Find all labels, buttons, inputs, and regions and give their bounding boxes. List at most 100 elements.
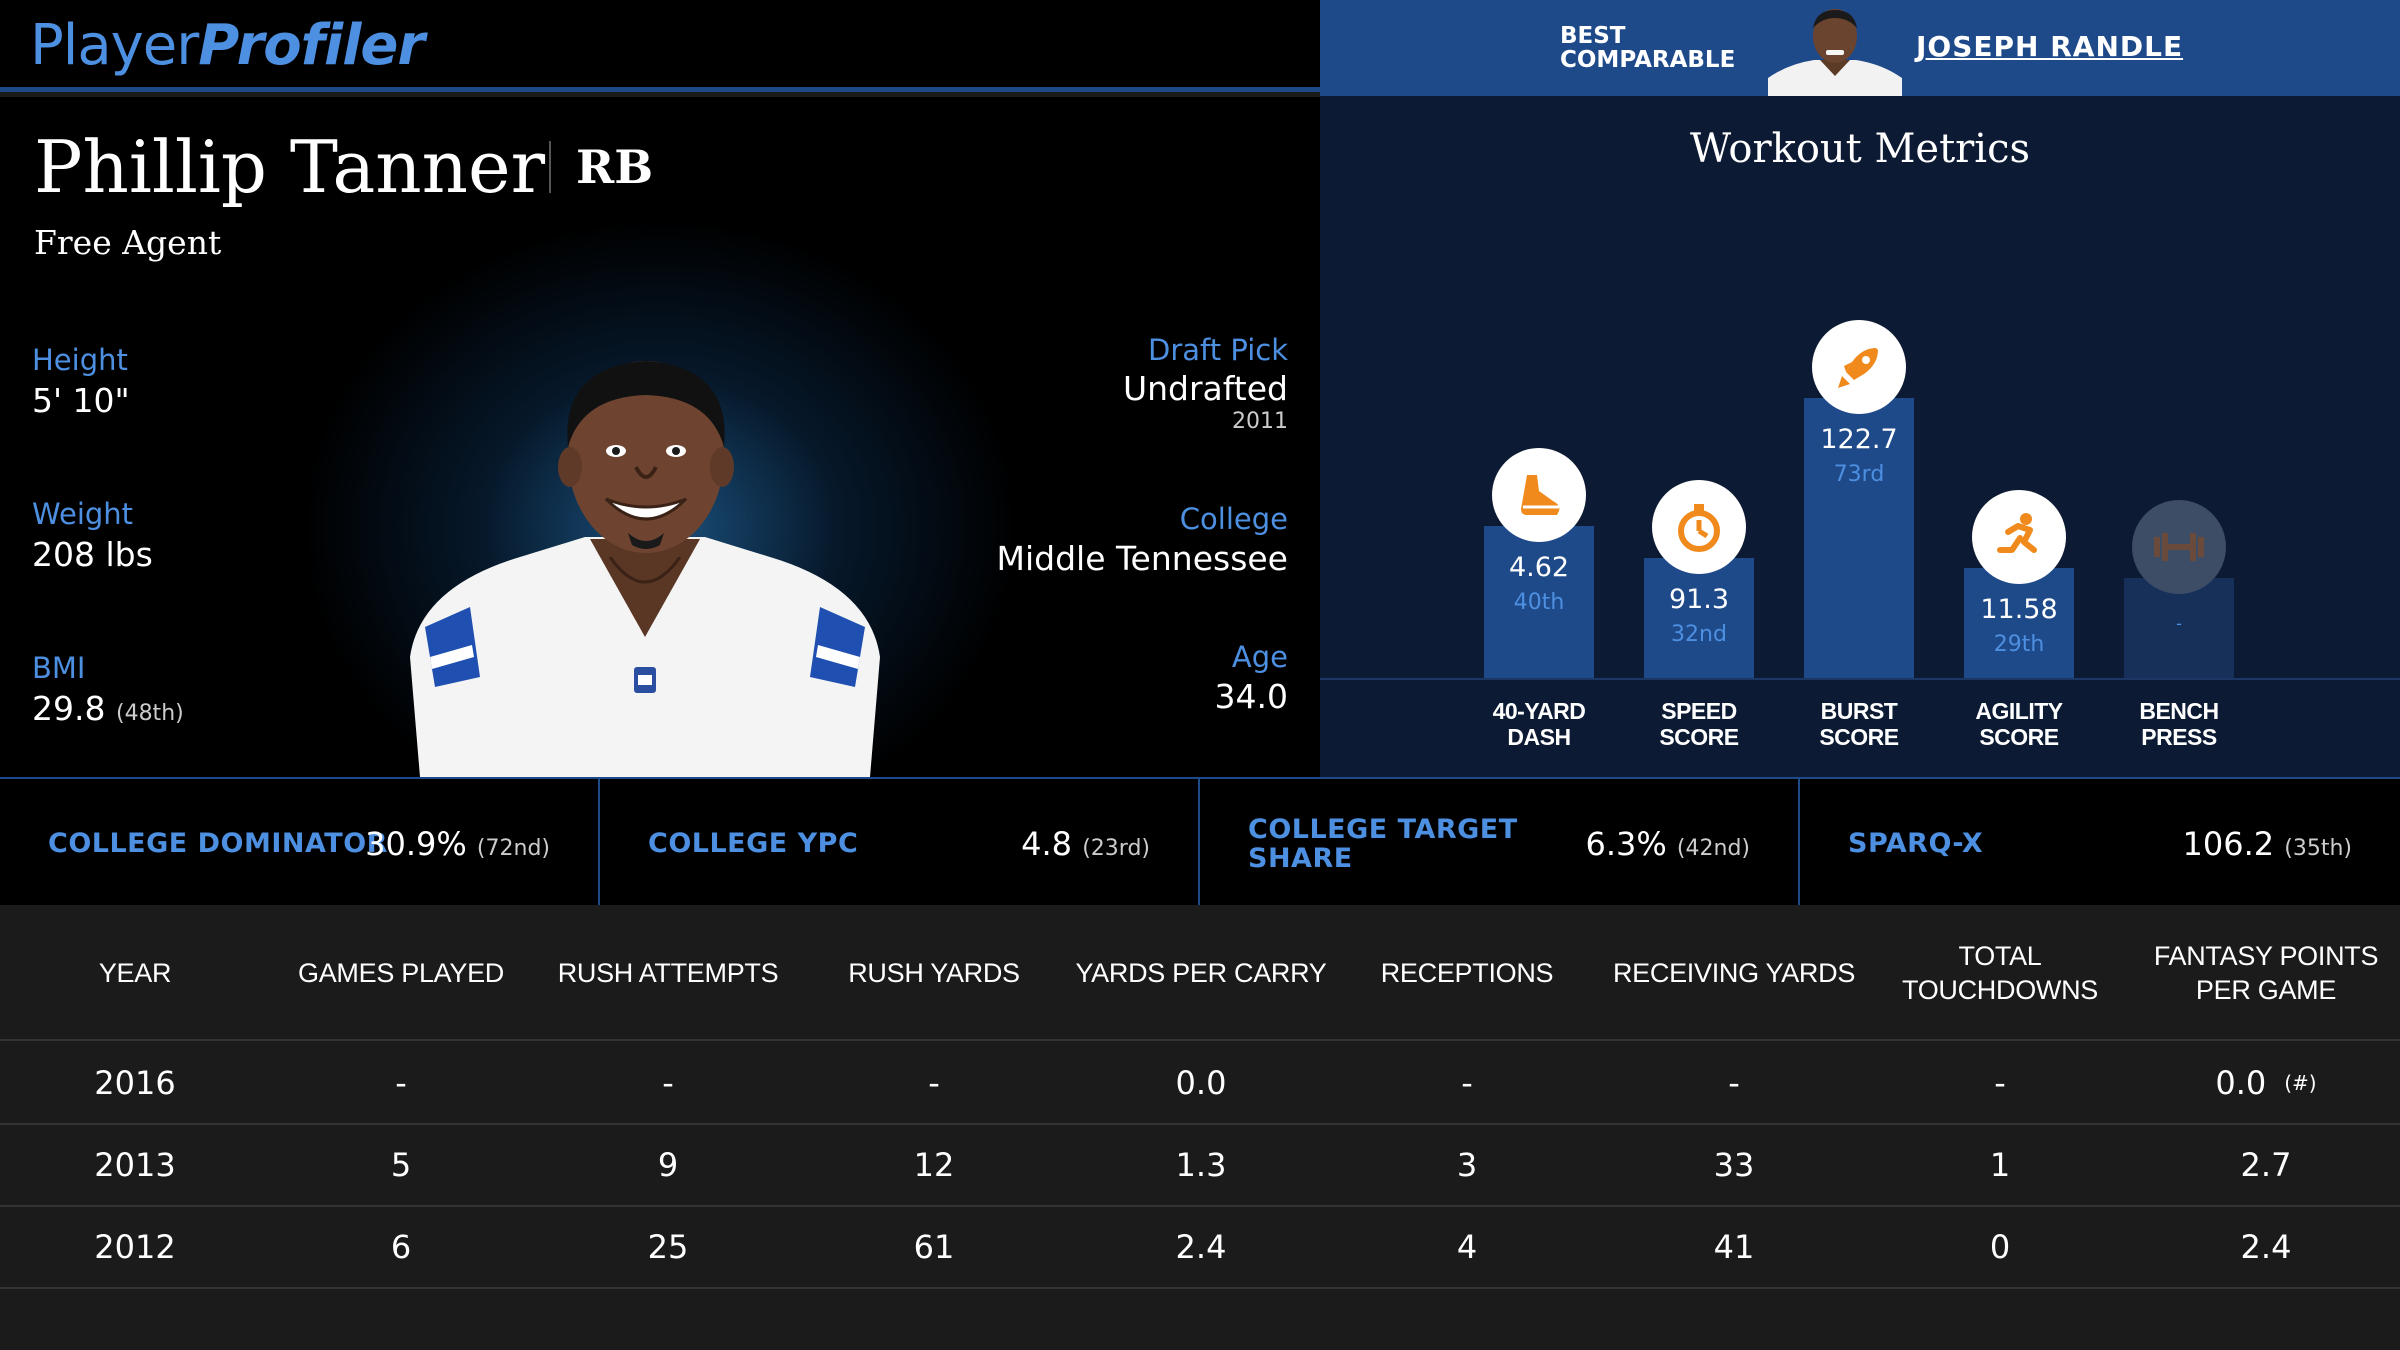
- barbell-icon: [2132, 500, 2226, 594]
- agility-score-bar[interactable]: [1964, 568, 2074, 678]
- table-cell-value: -: [1461, 1064, 1473, 1102]
- bmi-rank: (48th): [115, 701, 184, 726]
- col-header-rush-attempts[interactable]: RUSH ATTEMPTS: [557, 958, 779, 988]
- table-cell: 3: [1334, 1125, 1600, 1205]
- bench-press-label-line1: BENCH: [2139, 698, 2219, 724]
- speed-score-value: 91.3: [1668, 584, 1730, 615]
- best-comparable-label-line2: COMPARABLE: [1560, 47, 1736, 73]
- table-cell: 9: [535, 1125, 801, 1205]
- forty-yard-dash-label-line1: 40-YARD: [1492, 698, 1586, 724]
- table-cell: -: [1334, 1043, 1600, 1123]
- workout-metrics-title: Workout Metrics: [1689, 126, 2031, 172]
- agility-score-percentile: 29th: [1993, 632, 2045, 657]
- table-cell: 2.4: [1068, 1207, 1334, 1287]
- college-target-share-label: COLLEGE TARGET SHARE: [1248, 815, 1518, 873]
- college-dominator-label: COLLEGE DOMINATOR: [48, 828, 388, 859]
- col-header-total-touchdowns[interactable]: TOTAL TOUCHDOWNS: [1902, 941, 2098, 1005]
- forty-yard-dash-percentile: 40th: [1513, 590, 1565, 615]
- table-cell: 1.3: [1068, 1125, 1334, 1205]
- table-cell-value: 2016: [94, 1064, 176, 1102]
- table-cell: 2013: [2, 1125, 268, 1205]
- table-cell-value: -: [1994, 1064, 2006, 1102]
- col-header-games-played[interactable]: GAMES PLAYED: [298, 958, 504, 988]
- table-cell-value: 6: [390, 1228, 412, 1266]
- table-cell-value: 2.4: [2240, 1228, 2292, 1266]
- table-cell: 0.0: [1068, 1043, 1334, 1123]
- running-person-icon: [1972, 490, 2066, 584]
- col-header-receiving-yards[interactable]: RECEIVING YARDS: [1612, 958, 1856, 988]
- table-cell-value: 9: [657, 1146, 679, 1184]
- agility-score-value: 11.58: [1980, 594, 2058, 625]
- table-cell: 2016: [2, 1043, 268, 1123]
- table-cell-value: -: [1728, 1064, 1740, 1102]
- college-ypc-label: COLLEGE YPC: [648, 828, 859, 859]
- player-info-panel: Phillip Tanner RB Free Agent Height 5' 1…: [0, 97, 1320, 777]
- workout-metrics-panel: Workout Metrics 4.62 40th 40-YARD DASH 9…: [1320, 96, 2400, 777]
- college-dominator-rank: (72nd): [476, 836, 550, 861]
- burst-score-label-line1: BURST: [1820, 698, 1898, 724]
- bmi-number: 29.8: [32, 689, 106, 728]
- col-header-year[interactable]: YEAR: [98, 958, 172, 988]
- sparq-x-value: 106.2 (35th): [2182, 825, 2352, 863]
- table-cell-value: 5: [390, 1146, 412, 1184]
- bench-press-bar[interactable]: [2124, 578, 2234, 678]
- college-target-share-label-line1: COLLEGE TARGET: [1248, 814, 1518, 845]
- col-header-rush-yards[interactable]: RUSH YARDS: [848, 958, 1020, 988]
- table-cell: 2012: [2, 1207, 268, 1287]
- table-cell-value: 2013: [94, 1146, 176, 1184]
- comparable-player-link[interactable]: JOSEPH RANDLE: [1916, 30, 2184, 63]
- table-cell-value: 2.7: [2240, 1146, 2292, 1184]
- bmi-label: BMI: [32, 651, 86, 685]
- site-logo[interactable]: PlayerProfiler: [30, 13, 425, 78]
- best-comparable-label-line1: BEST: [1560, 23, 1626, 49]
- table-cell-value: 1: [1989, 1146, 2011, 1184]
- forty-yard-dash-bar[interactable]: [1484, 526, 1594, 678]
- table-cell-value: -: [928, 1064, 940, 1102]
- table-cell: 1: [1867, 1125, 2133, 1205]
- bmi-value: 29.8 (48th): [32, 689, 184, 728]
- logo-text-player: Player: [30, 13, 199, 78]
- college-ypc-rank: (23rd): [1082, 836, 1150, 861]
- agility-score-label-line2: SCORE: [1979, 724, 2059, 750]
- weight-value: 208 lbs: [32, 535, 153, 574]
- speed-score-bar[interactable]: [1644, 558, 1754, 678]
- table-cell: 2.7: [2133, 1125, 2399, 1205]
- logo-text-profiler: Profiler: [198, 13, 425, 78]
- table-cell: -: [268, 1043, 534, 1123]
- bench-press-label: BENCH PRESS: [2099, 698, 2259, 750]
- agility-score-label: AGILITY SCORE: [1939, 698, 2099, 750]
- sparq-x-label: SPARQ-X: [1848, 828, 1984, 859]
- college-target-share-value: 6.3% (42nd): [1585, 825, 1750, 863]
- table-cell: -: [801, 1043, 1067, 1123]
- col-header-receptions[interactable]: RECEPTIONS: [1380, 958, 1554, 988]
- player-position: RB: [576, 140, 654, 194]
- table-cell-value: 0.0: [1175, 1064, 1227, 1102]
- weight-label: Weight: [32, 497, 134, 531]
- season-stats-table: YEAR GAMES PLAYED RUSH ATTEMPTS RUSH YAR…: [0, 905, 2400, 1350]
- site-header: PlayerProfiler: [0, 0, 1320, 92]
- sparq-x-number: 106.2: [2182, 825, 2275, 863]
- comparable-player-avatar: [1768, 6, 1902, 96]
- burst-score-label: BURST SCORE: [1779, 698, 1939, 750]
- table-cell-value: 33: [1713, 1146, 1755, 1184]
- table-cell-value: 12: [913, 1146, 955, 1184]
- col-header-yards-per-carry[interactable]: YARDS PER CARRY: [1075, 958, 1327, 988]
- table-cell-value: 0: [1989, 1228, 2011, 1266]
- table-cell: 61: [801, 1207, 1067, 1287]
- table-cell-value: 0.0: [2215, 1064, 2267, 1102]
- bench-press-label-line2: PRESS: [2141, 724, 2217, 750]
- table-cell: 4: [1334, 1207, 1600, 1287]
- table-header: YEAR GAMES PLAYED RUSH ATTEMPTS RUSH YAR…: [0, 905, 2400, 1041]
- table-cell-value: 41: [1713, 1228, 1755, 1266]
- table-cell: 5: [268, 1125, 534, 1205]
- table-cell-value: -: [395, 1064, 407, 1102]
- table-cell: -: [1867, 1043, 2133, 1123]
- table-row: 2012 6 25 61 2.4 4 41 0 2.4: [0, 1207, 2400, 1289]
- college-dominator-cell: COLLEGE DOMINATOR 30.9% (72nd): [0, 779, 600, 907]
- burst-score-bar[interactable]: [1804, 398, 1914, 678]
- burst-score-percentile: 73rd: [1833, 462, 1885, 487]
- col-header-fantasy-points[interactable]: FANTASY POINTS PER GAME: [2153, 941, 2379, 1005]
- table-cell-value: 61: [913, 1228, 955, 1266]
- table-cell-value: 3: [1456, 1146, 1478, 1184]
- table-cell: 0.0 (#): [2133, 1043, 2399, 1123]
